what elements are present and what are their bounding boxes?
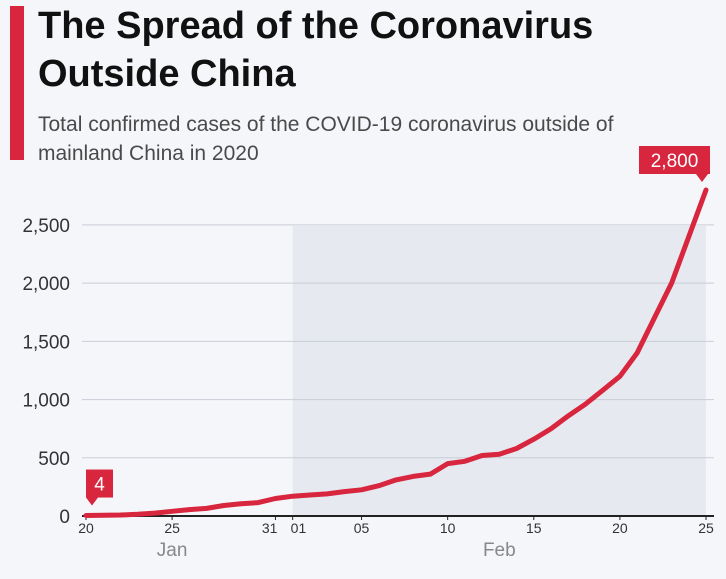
annotation-pointer [696, 174, 708, 182]
y-tick-label: 0 [59, 507, 70, 528]
annotation-callout: 4 [86, 469, 113, 506]
y-tick-label: 2,000 [22, 274, 70, 295]
x-tick-label: 10 [440, 520, 456, 536]
x-tick-label: 15 [526, 520, 542, 536]
feb-shaded-region [292, 226, 706, 516]
x-tick-label: 05 [354, 520, 370, 536]
annotation-callout: 2,800 [639, 146, 710, 182]
x-tick-label: 25 [698, 520, 714, 536]
x-tick-label: 25 [164, 520, 180, 536]
y-tick-label: 2,500 [22, 216, 70, 237]
x-tick-label: 01 [291, 520, 307, 536]
x-tick-label: 20 [78, 520, 94, 536]
y-tick-label: 1,000 [22, 391, 70, 412]
annotation-label: 4 [94, 475, 105, 496]
y-tick-label: 500 [38, 449, 70, 470]
annotation-box [86, 469, 113, 498]
annotation-pointer [86, 497, 98, 506]
series-line [83, 187, 709, 518]
month-label: Feb [483, 540, 516, 561]
x-tick-label: 31 [262, 520, 278, 536]
x-tick-label: 20 [612, 520, 628, 536]
annotation-box [639, 146, 710, 174]
y-tick-label: 1,500 [22, 332, 70, 353]
annotation-label: 2,800 [651, 151, 699, 172]
chart-title: The Spread of the Coronavirus Outside Ch… [38, 5, 594, 95]
month-label: Jan [157, 540, 188, 561]
accent-bar [10, 6, 24, 160]
chart-subtitle: Total confirmed cases of the COVID-19 co… [38, 113, 614, 165]
